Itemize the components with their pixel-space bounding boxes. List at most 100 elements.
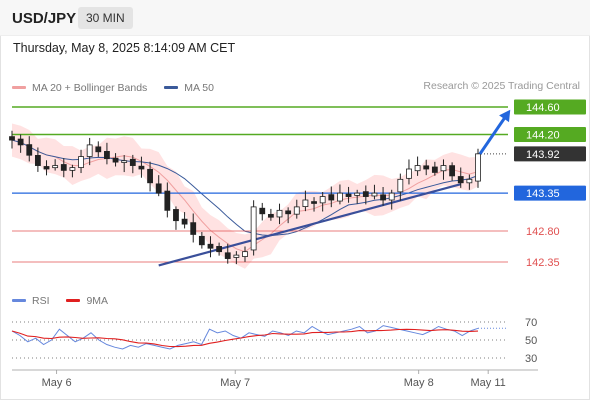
candle-up [406, 168, 412, 179]
candle-down [95, 146, 102, 153]
candle-up [52, 165, 59, 169]
rsi-axis-label: 50 [525, 335, 537, 347]
rsi-panel: 70 50 30 [11, 317, 537, 365]
symbol-label: USD/JPY [12, 10, 77, 27]
candle-down [449, 165, 456, 177]
candle-up [371, 192, 378, 197]
x-axis-label: May 7 [220, 377, 250, 389]
ma50-swatch [164, 86, 179, 89]
rsi-axis-label: 70 [525, 317, 537, 329]
candle-up [78, 156, 84, 168]
legend-item-9ma: 9MA [66, 295, 108, 307]
candle-down [147, 168, 153, 184]
price-labels: 144.60 144.20 143.92 143.35 142.80 142.35 [514, 99, 586, 269]
candle-down [43, 166, 50, 170]
candle-down [26, 144, 33, 156]
candle-down [155, 183, 162, 194]
candle-up [86, 144, 93, 157]
candle-down [164, 190, 171, 211]
candle-down [9, 136, 15, 141]
support-price-label: 142.35 [526, 257, 560, 269]
forecast-arrow [478, 109, 511, 155]
target-price-tag [514, 127, 586, 143]
candle-down [311, 201, 317, 204]
candle-down [345, 193, 352, 197]
candle-up [242, 251, 248, 257]
support-price-label: 142.80 [526, 226, 560, 238]
candle-up [397, 178, 404, 193]
pivot-price-tag [514, 185, 586, 201]
candle-down [457, 176, 464, 184]
candle-down [112, 157, 119, 163]
candle-down [362, 191, 369, 197]
candlesticks [9, 130, 481, 265]
target-price-label: 144.60 [526, 102, 560, 114]
rsi-legend: RSI 9MA [12, 293, 122, 307]
candle-down [173, 209, 179, 222]
candle-down [129, 158, 136, 166]
bollinger-band [12, 123, 478, 269]
candle-up [293, 206, 300, 215]
bollinger-swatch [12, 86, 26, 89]
rsi-9ma-line [11, 328, 479, 348]
candle-up [302, 199, 309, 207]
main-legend: MA 20 + Bollinger Bands MA 50 [12, 80, 228, 94]
candle-up [319, 196, 326, 204]
candle-down [380, 194, 386, 201]
legend-bollinger-label: MA 20 + Bollinger Bands [32, 81, 148, 94]
target-price-label: 144.20 [526, 130, 560, 142]
candle-up [69, 167, 76, 171]
x-axis: May 6 May 7 May 8 May 11 [12, 369, 538, 389]
candle-down [259, 207, 266, 215]
candle-up [466, 178, 473, 184]
ma9-swatch [66, 299, 81, 302]
candle-up [414, 165, 421, 172]
timeframe-badge[interactable]: 30 MIN [78, 7, 133, 29]
x-axis-label: May 6 [42, 377, 72, 389]
candle-down [423, 165, 430, 170]
forecast-arrow-shaft [478, 112, 510, 155]
candle-down [267, 214, 274, 218]
chart-header: USD/JPY 30 MIN [0, 0, 590, 36]
candle-down [190, 222, 197, 235]
support-trendline [158, 183, 462, 267]
candle-down [138, 165, 145, 170]
candle-up [337, 192, 343, 202]
rsi-swatch [12, 299, 26, 302]
candle-down [431, 166, 438, 173]
bollinger-band-area [12, 123, 478, 269]
candle-down [198, 235, 205, 246]
legend-item-rsi: RSI [12, 295, 50, 307]
forecast-arrow-head [499, 109, 511, 123]
candle-down [216, 246, 223, 253]
candle-down [104, 150, 110, 160]
legend-item-ma50: MA 50 [164, 82, 214, 94]
candle-up [354, 192, 361, 196]
candle-up [233, 254, 240, 258]
x-axis-label: May 11 [471, 377, 506, 389]
candle-down [181, 218, 188, 225]
candle-down [207, 243, 214, 249]
candle-up [388, 192, 395, 201]
candle-down [224, 252, 231, 259]
last-price-label: 143.92 [526, 149, 560, 161]
legend-ma50-label: MA 50 [184, 81, 214, 94]
candle-down [34, 155, 41, 166]
pivot-price-label: 143.35 [526, 188, 560, 200]
x-axis-label: May 8 [404, 377, 434, 389]
legend-item-bollinger: MA 20 + Bollinger Bands [12, 82, 147, 94]
legend-rsi-label: RSI [32, 294, 50, 307]
candle-up [276, 209, 283, 218]
candle-up [440, 165, 447, 172]
candle-down [17, 138, 24, 146]
candle-up [250, 206, 257, 251]
copyright-text: Research © 2025 Trading Central [423, 80, 580, 92]
trendline [158, 183, 462, 267]
target-price-tag [514, 99, 586, 115]
candle-down [285, 210, 292, 215]
candle-down [328, 194, 335, 201]
rsi-axis-label: 30 [525, 353, 537, 365]
candle-up [121, 160, 128, 163]
candle-down [60, 164, 67, 171]
